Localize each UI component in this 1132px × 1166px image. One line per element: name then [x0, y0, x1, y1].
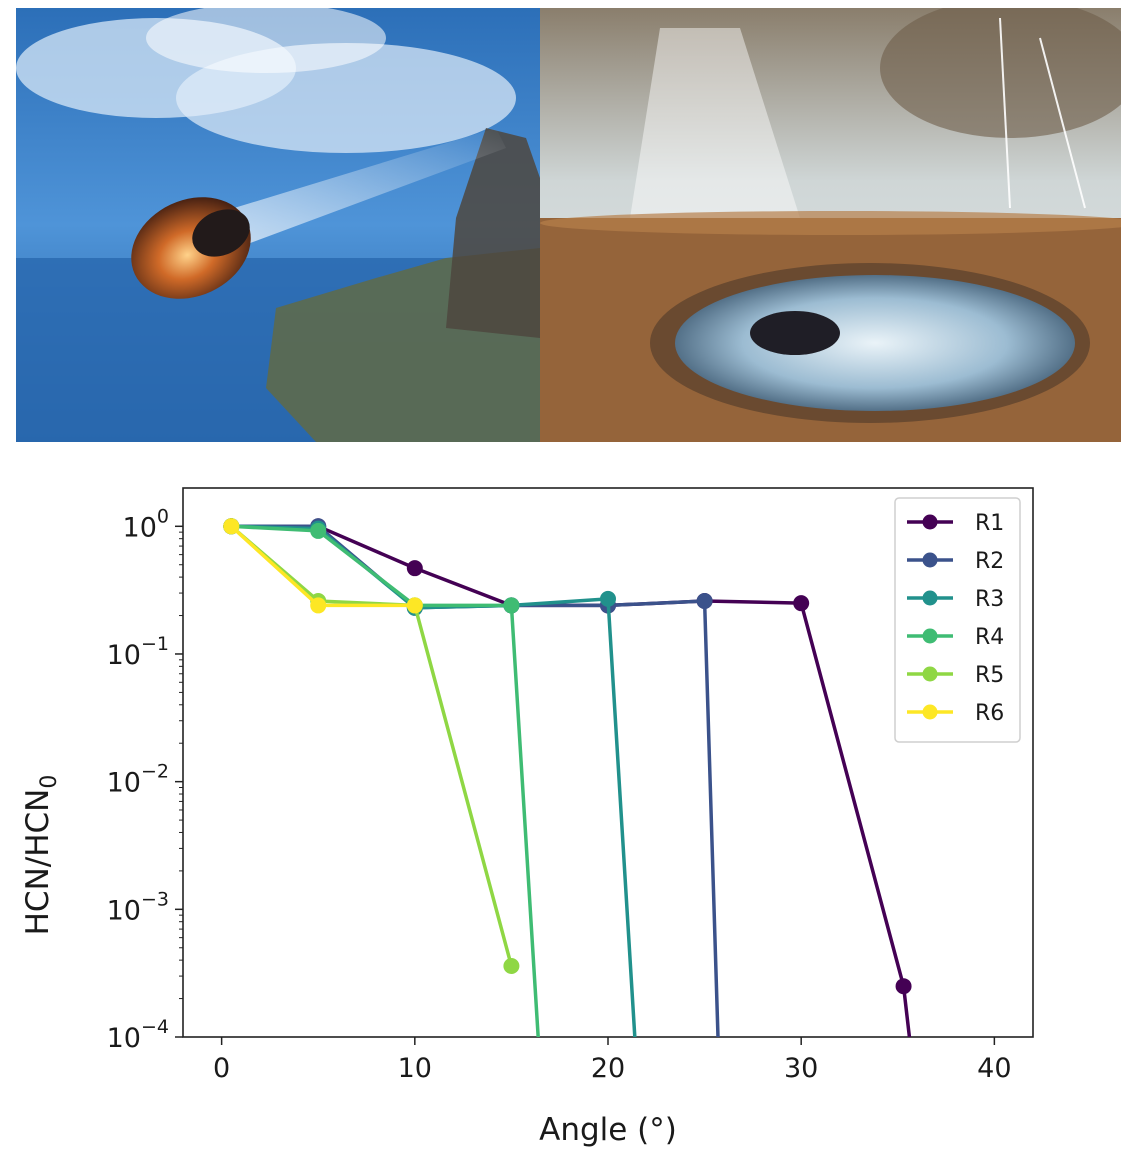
y-tick-label: 10−3: [107, 888, 169, 926]
legend-entry: R2: [907, 549, 1004, 574]
data-point: [600, 590, 616, 607]
y-axis-title-main: HCN/HCN: [20, 789, 56, 936]
data-point: [895, 978, 912, 995]
x-tick-label: 10: [398, 1053, 432, 1084]
legend-label: R4: [975, 625, 1004, 650]
legend-swatch-marker: [922, 552, 938, 568]
legend-entry: R1: [907, 511, 1004, 536]
legend-swatch-marker: [922, 628, 938, 644]
legend-label: R2: [975, 549, 1004, 574]
y-axis-title-sub: 0: [37, 775, 62, 789]
y-axis-title: HCN/HCN0: [20, 775, 62, 936]
data-point: [223, 518, 240, 535]
illustration-panel: [16, 8, 1121, 442]
legend-entry: R4: [907, 625, 1004, 650]
data-point: [310, 522, 327, 539]
impact-crater-pond-painting: [540, 8, 1121, 442]
data-point: [696, 592, 713, 609]
hcn-angle-chart: 0 10 20 30 40 100 10−1 10−2 10−3 10−4 Angle (°) H…: [20, 487, 1034, 1148]
legend: R1 R2 R3 R4 R5 R6: [894, 497, 1021, 743]
x-axis-title: Angle (°): [539, 1112, 677, 1148]
svg-text:HCN/HCN0: HCN/HCN0: [20, 775, 62, 936]
series-R6: [223, 518, 423, 614]
x-tick-label: 30: [784, 1053, 818, 1084]
y-tick-label: 10−1: [107, 633, 169, 671]
legend-entry: R6: [907, 701, 1004, 726]
data-point: [406, 597, 423, 614]
legend-label: R5: [975, 663, 1004, 688]
legend-swatch-marker: [922, 590, 938, 606]
axis-ticks: 0 10 20 30 40 100 10−1 10−2 10−3 10−4: [107, 505, 1012, 1084]
y-tick-label: 100: [123, 505, 169, 543]
y-tick-label: 10−2: [107, 761, 169, 799]
legend-swatch-marker: [922, 666, 938, 682]
legend-entry: R5: [907, 663, 1004, 688]
series-layer: [223, 518, 912, 1037]
legend-entry: R3: [907, 587, 1004, 612]
data-point: [793, 595, 810, 612]
legend-swatch-marker: [922, 704, 938, 720]
legend-swatch-marker: [922, 514, 938, 530]
y-tick-label: 10−4: [107, 1016, 169, 1054]
data-point: [406, 560, 423, 577]
x-tick-label: 40: [977, 1053, 1011, 1084]
legend-label: R1: [975, 511, 1004, 536]
legend-label: R3: [975, 587, 1004, 612]
asteroid-impact-painting: [16, 8, 540, 442]
legend-label: R6: [975, 701, 1004, 726]
data-point: [310, 597, 327, 614]
x-tick-label: 20: [591, 1053, 625, 1084]
x-tick-label: 0: [213, 1053, 230, 1084]
data-point: [503, 597, 520, 614]
data-point: [503, 957, 520, 974]
